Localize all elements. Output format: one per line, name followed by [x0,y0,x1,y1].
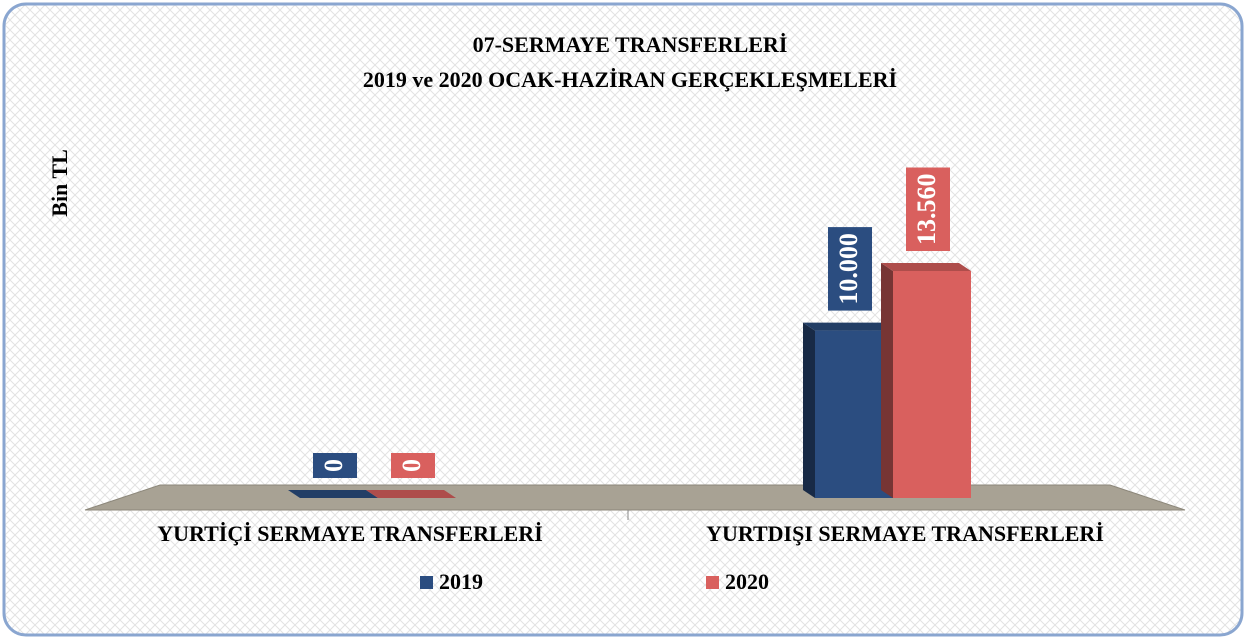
value-label: 0 [397,459,426,472]
value-label-box [313,453,357,478]
value-label-box [828,227,872,311]
bar-top [881,263,971,271]
legend-swatch [420,576,433,589]
value-label: 0 [319,459,348,472]
bar-top [288,490,378,498]
bar-top [803,322,893,331]
legend-label: 2019 [439,569,483,594]
legend-swatch [706,576,719,589]
chart-subtitle: 2019 ve 2020 OCAK-HAZİRAN GERÇEKLEŞMELER… [363,67,897,92]
value-label: 13.560 [912,174,941,246]
x-tick-label: YURTİÇİ SERMAYE TRANSFERLERİ [157,521,543,546]
bar-side [881,263,893,498]
bar [815,330,893,498]
y-axis-label: Bin TL [47,149,72,216]
floor [84,484,1186,511]
legend-label: 2020 [725,569,769,594]
value-label: 10.000 [834,233,863,305]
value-label-box [391,453,435,478]
x-tick-label: YURTDIŞI SERMAYE TRANSFERLERİ [706,521,1104,546]
chart-title: 07-SERMAYE TRANSFERLERİ [473,32,788,57]
bar [893,271,971,498]
value-label-box [906,167,950,251]
bar-side [803,322,815,498]
bar-top [366,490,456,498]
